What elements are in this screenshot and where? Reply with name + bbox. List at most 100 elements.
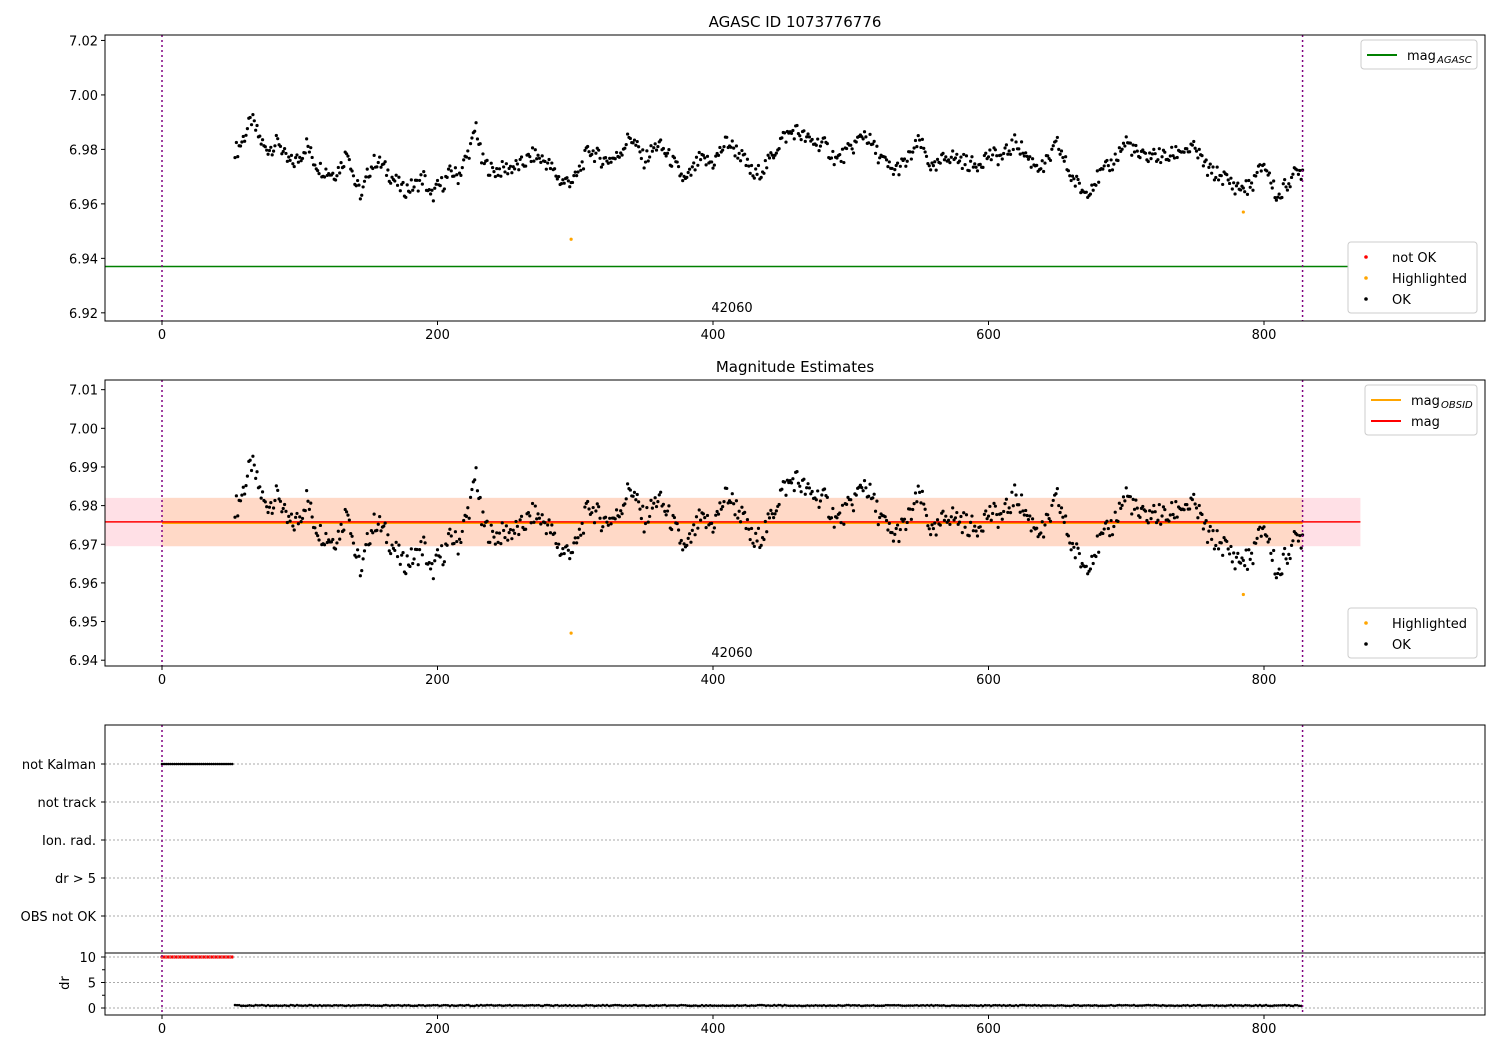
ok-point xyxy=(1205,173,1210,177)
ok-point xyxy=(650,506,654,510)
dr-point xyxy=(316,1004,319,1008)
ok-point xyxy=(1201,164,1205,168)
ok-point xyxy=(964,513,969,517)
ok-point xyxy=(259,496,263,500)
dr-point xyxy=(801,1004,805,1008)
ok-point xyxy=(743,510,747,514)
dr-point xyxy=(452,1004,456,1007)
dr-point xyxy=(444,1003,448,1007)
dr-point xyxy=(775,1004,778,1008)
ok-point xyxy=(982,512,986,516)
ok-point xyxy=(989,158,993,162)
ok-point xyxy=(575,541,579,545)
ok-point xyxy=(1287,182,1291,186)
dr-point xyxy=(845,1003,848,1007)
dr-point xyxy=(432,1003,435,1007)
ok-point xyxy=(1112,162,1116,166)
ok-point xyxy=(1145,518,1149,523)
dr-point xyxy=(510,1004,514,1008)
ok-point xyxy=(1207,165,1211,169)
ok-point xyxy=(1212,547,1217,551)
ok-point xyxy=(271,506,276,510)
dr-point xyxy=(1297,1004,1301,1008)
ok-point xyxy=(493,174,497,179)
dr-point xyxy=(318,1003,322,1007)
ok-point xyxy=(1047,516,1051,521)
dr-point xyxy=(531,1003,534,1007)
ok-point xyxy=(281,506,285,511)
ok-point xyxy=(1094,554,1098,559)
ok-point xyxy=(565,176,569,180)
ok-point xyxy=(287,514,291,518)
dr-point xyxy=(1002,1003,1005,1007)
dr-point xyxy=(750,1004,753,1007)
ok-point xyxy=(864,135,868,139)
ok-point xyxy=(738,159,743,163)
ok-point xyxy=(372,153,376,157)
dr-point xyxy=(1107,1004,1111,1007)
ok-point xyxy=(1022,513,1026,517)
ok-point xyxy=(1030,517,1035,521)
dr-point xyxy=(547,1003,551,1007)
ok-point xyxy=(595,502,599,506)
ok-point xyxy=(580,521,584,525)
dr-point xyxy=(512,1004,516,1007)
not-kalman-point xyxy=(199,762,203,766)
ok-point xyxy=(1270,558,1274,562)
ok-point xyxy=(1132,150,1137,154)
ok-point xyxy=(433,559,437,563)
ok-point xyxy=(1143,509,1148,513)
dr-point xyxy=(277,1004,280,1008)
axes-frame xyxy=(104,724,1486,1016)
ok-point xyxy=(1010,138,1014,142)
dr-point xyxy=(711,1004,714,1008)
x-tick-label: 200 xyxy=(425,673,450,688)
ok-point xyxy=(502,165,506,169)
not-kalman-point xyxy=(181,762,184,766)
dr-point xyxy=(739,1004,743,1007)
dr-point xyxy=(1043,1004,1047,1007)
dr-point xyxy=(841,1004,844,1008)
legend-marker xyxy=(1364,621,1368,625)
ok-point xyxy=(641,148,645,152)
ok-point xyxy=(955,510,959,515)
ok-point xyxy=(904,164,908,168)
ok-point xyxy=(1266,540,1270,544)
ok-point xyxy=(431,199,435,203)
ok-point xyxy=(1055,487,1059,491)
dr-point xyxy=(958,1004,962,1008)
dr-point xyxy=(491,1004,495,1007)
ok-point xyxy=(1250,551,1254,555)
ok-point xyxy=(307,507,311,511)
ok-point xyxy=(422,535,426,539)
ok-point xyxy=(931,526,936,531)
ok-point xyxy=(948,161,952,165)
ok-point xyxy=(675,160,679,164)
ok-point xyxy=(1262,162,1266,166)
ok-point xyxy=(291,524,295,528)
ok-point xyxy=(289,153,294,157)
ok-point xyxy=(798,484,802,488)
ok-point xyxy=(740,505,744,509)
ok-point xyxy=(959,514,963,519)
ok-point xyxy=(968,159,973,163)
ok-point xyxy=(934,533,938,537)
dr-point xyxy=(901,1004,904,1007)
ok-point xyxy=(248,458,252,462)
ok-point xyxy=(318,161,323,165)
dr-point xyxy=(667,1004,671,1007)
ok-point xyxy=(769,508,773,512)
ok-point xyxy=(714,154,718,158)
ok-point xyxy=(357,183,361,187)
ok-point xyxy=(867,494,871,498)
ok-point xyxy=(792,137,796,141)
ok-point xyxy=(544,532,548,536)
ok-point xyxy=(1146,521,1150,525)
ok-point xyxy=(241,485,245,489)
ok-point xyxy=(514,519,518,524)
ok-point xyxy=(559,552,564,556)
ok-point xyxy=(704,525,708,530)
dr-point xyxy=(1215,1003,1218,1007)
ok-point xyxy=(755,539,759,543)
ok-point xyxy=(409,178,413,182)
